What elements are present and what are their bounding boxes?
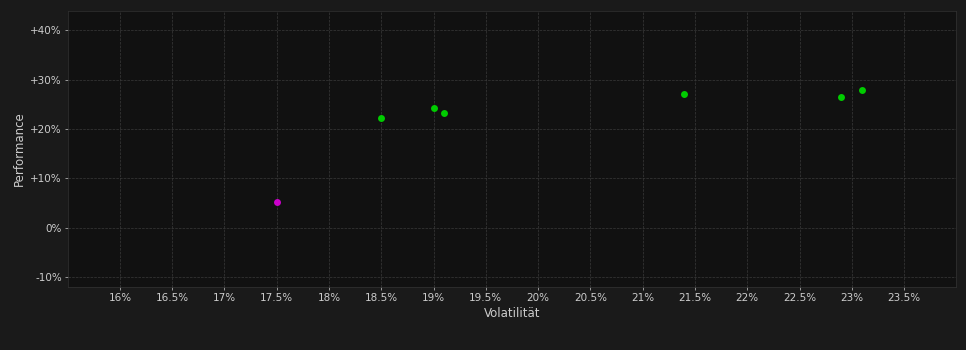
Point [437, 110, 452, 116]
Point [374, 116, 389, 121]
Point [855, 87, 870, 93]
X-axis label: Volatilität: Volatilität [484, 307, 540, 320]
Point [426, 105, 441, 111]
Point [269, 199, 284, 205]
Y-axis label: Performance: Performance [14, 111, 26, 186]
Point [834, 94, 849, 100]
Point [677, 92, 693, 97]
